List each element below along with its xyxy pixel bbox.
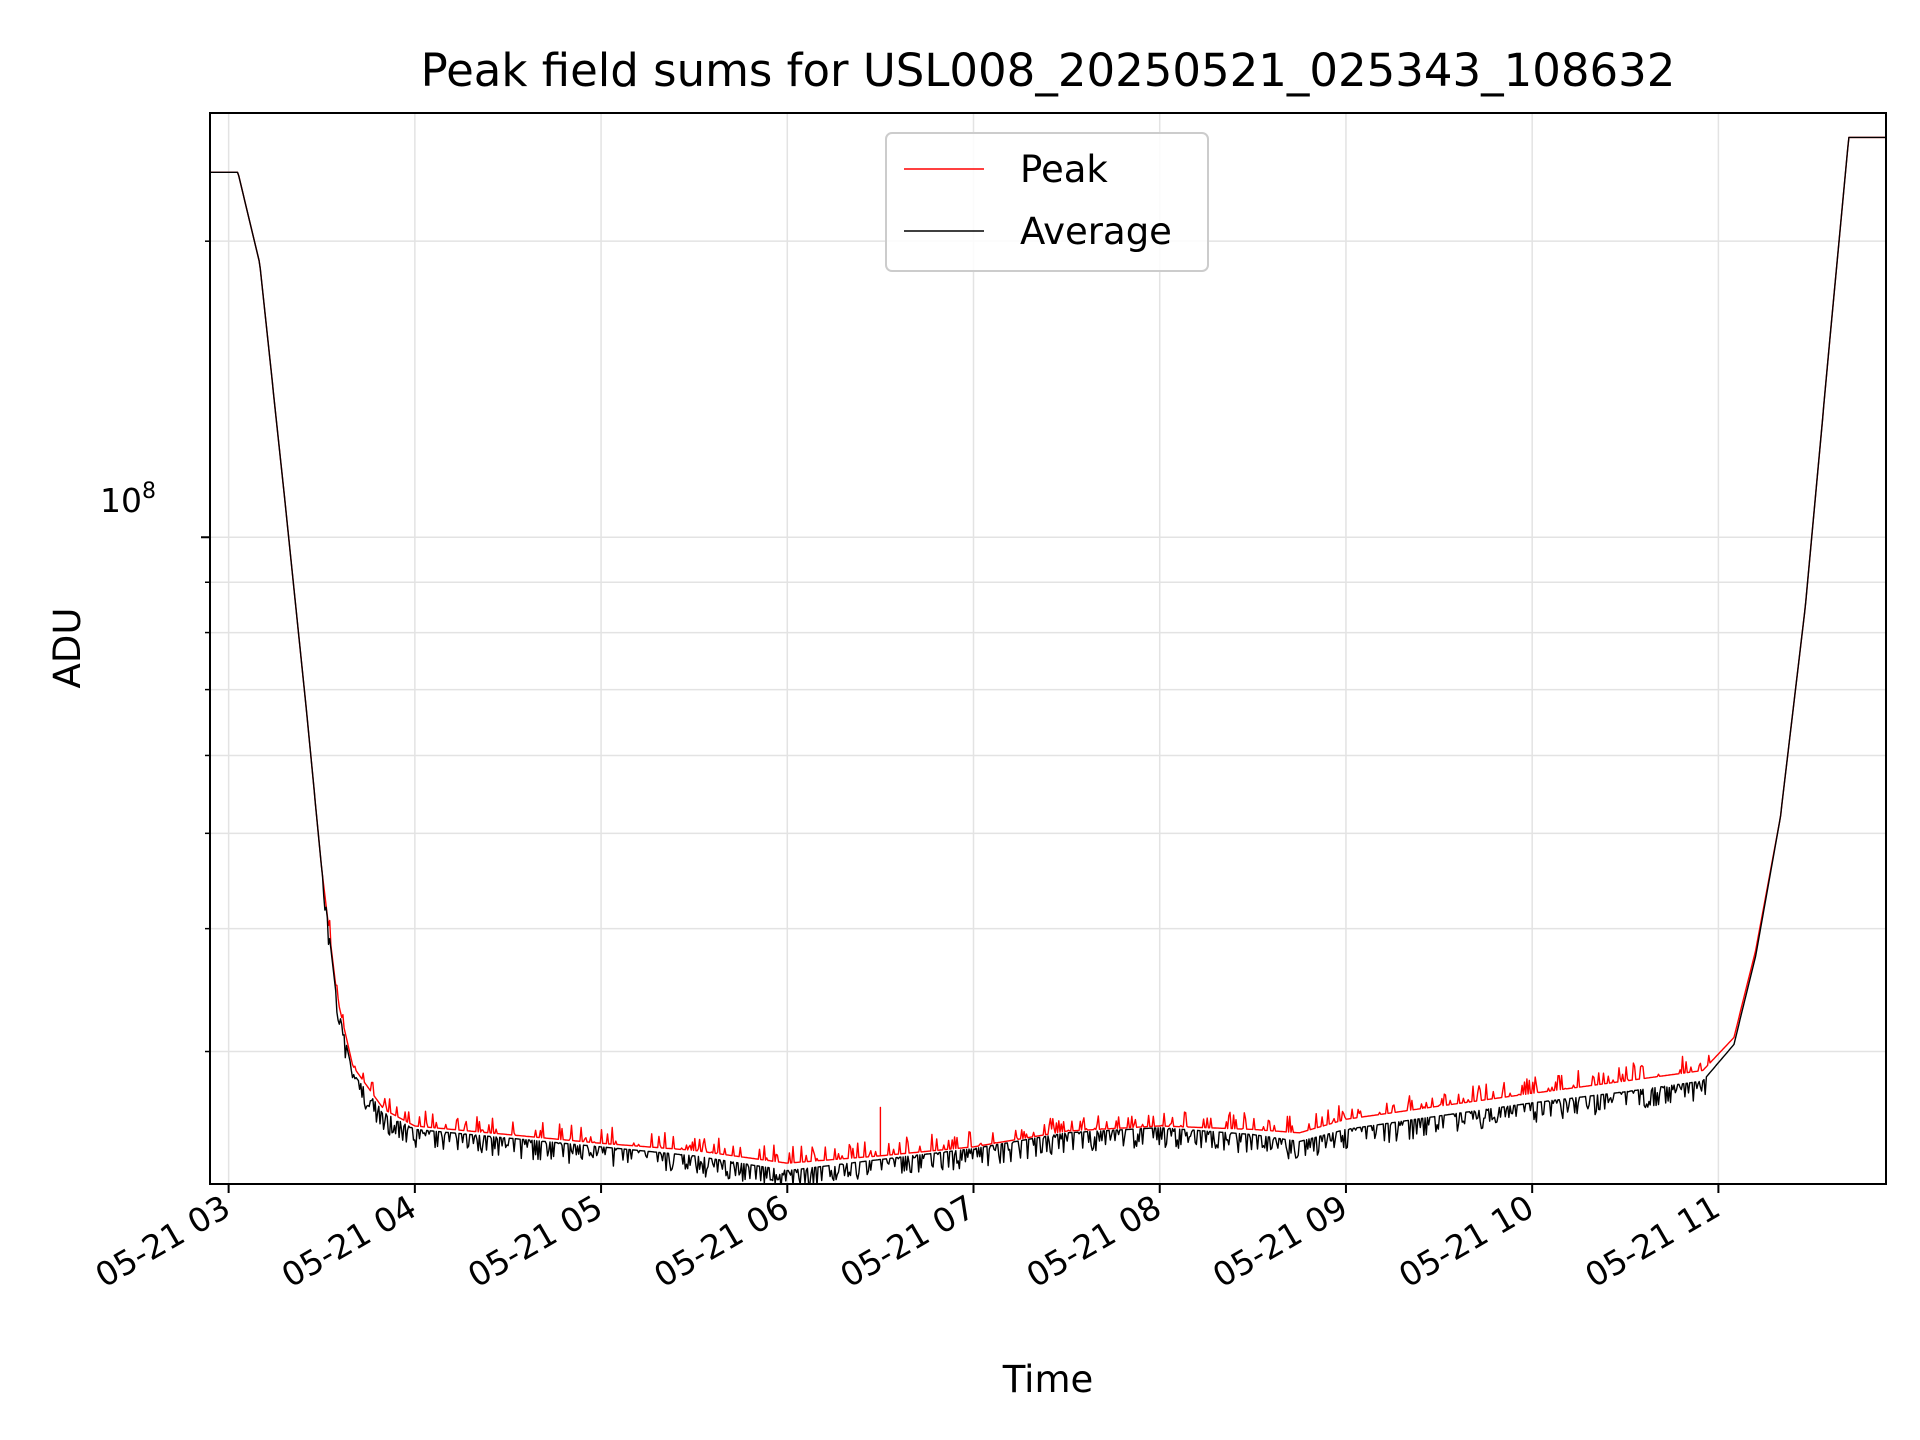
- legend-box: [885, 132, 1209, 272]
- legend[interactable]: Peak Average: [885, 132, 1209, 272]
- y-axis-label: ADU: [46, 608, 89, 689]
- axes-frame: [209, 112, 1887, 1185]
- y-tick-label-1e8: 108: [100, 479, 156, 520]
- chart-title: Peak field sums for USL008_20250521_0253…: [421, 44, 1676, 97]
- x-axis-label: Time: [1002, 1358, 1094, 1401]
- legend-average-label: Average: [1020, 210, 1172, 253]
- y-axis-ticks: [201, 240, 210, 1053]
- series-line-average: [210, 136, 1886, 1184]
- series-line-peak: [210, 136, 1886, 1164]
- legend-peak-label: Peak: [1020, 148, 1108, 191]
- plot-area: [210, 136, 1886, 1184]
